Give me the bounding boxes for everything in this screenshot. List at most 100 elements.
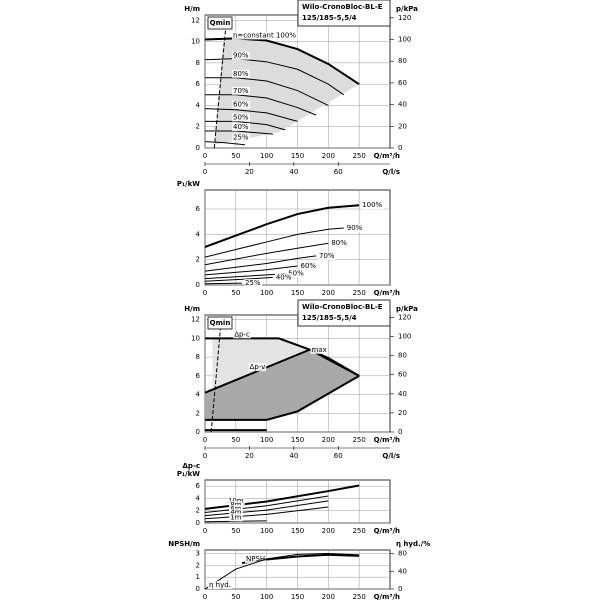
- curve: [205, 77, 329, 106]
- x-tick-label: 200: [322, 527, 335, 535]
- x-tick-label: 50: [231, 152, 240, 160]
- x-tick-label: 250: [352, 593, 365, 600]
- curve-label: 80%: [233, 70, 249, 78]
- curve: [205, 94, 317, 116]
- curve: [204, 282, 243, 285]
- y2-tick-label: 80: [398, 550, 407, 558]
- curve: [213, 25, 227, 149]
- x-tick-label: 150: [291, 152, 304, 160]
- x-axis-label: Q/m³/h: [374, 527, 400, 535]
- curve-label: 50%: [288, 270, 304, 278]
- curve-label: 70%: [233, 87, 249, 95]
- y2-tick-label: 80: [398, 57, 407, 65]
- label-bg: [232, 122, 250, 131]
- mode-label: Δp-c: [183, 462, 200, 470]
- x2-tick-label: 0: [203, 168, 207, 176]
- curve-label: n=constant 100%: [233, 31, 296, 39]
- curve-label: 50%: [233, 113, 249, 121]
- label-bg: [244, 279, 262, 288]
- x-tick-label: 50: [231, 593, 240, 600]
- label-bg: [287, 269, 306, 278]
- label-bg: [299, 262, 318, 270]
- y-tick-label: 1: [196, 573, 200, 581]
- y2-tick-label: 120: [398, 313, 411, 321]
- curve-label: 70%: [319, 252, 335, 260]
- curve: [204, 506, 329, 520]
- curve-label: 90%: [233, 52, 249, 60]
- label-bg: [318, 251, 336, 260]
- x2-tick-label: 0: [203, 452, 207, 460]
- label-bg: [330, 239, 349, 248]
- y-tick-label: 6: [196, 80, 201, 88]
- curve-label: Δp-c: [234, 330, 250, 338]
- curve: [204, 500, 329, 517]
- curve: [204, 141, 246, 146]
- curve-label: 1m: [230, 513, 241, 521]
- curve: [204, 204, 360, 248]
- y-tick-label: 0: [196, 281, 200, 289]
- label-bg: [345, 224, 364, 232]
- curve-label: 80%: [331, 239, 347, 247]
- curve-label: 40%: [233, 123, 249, 131]
- y-tick-label: 6: [196, 205, 201, 213]
- y-tick-label: 12: [191, 316, 200, 324]
- y-axis-label: H/m: [184, 305, 200, 313]
- y2-tick-label: 100: [398, 36, 411, 44]
- y2-tick-label: 80: [398, 352, 407, 360]
- label-bg: [232, 31, 298, 40]
- chart-subtitle: 125/185-5,5/4: [302, 14, 357, 22]
- y-tick-label: 8: [196, 59, 200, 67]
- y2-tick-label: 20: [398, 122, 407, 130]
- y-axis-label: P₁/kW: [177, 180, 200, 188]
- curve: [210, 328, 221, 433]
- y2-axis-label: p/kPa: [396, 5, 418, 13]
- x-axis-label: Q/m³/h: [374, 593, 400, 600]
- curve-label: max: [311, 346, 326, 354]
- y-tick-label: 2: [196, 256, 200, 264]
- y-tick-label: 4: [196, 230, 201, 238]
- x-tick-label: 100: [260, 436, 273, 444]
- curve-label: 40%: [276, 273, 292, 281]
- x-tick-label: 150: [291, 527, 304, 535]
- y2-tick-label: 20: [398, 409, 407, 417]
- label-bg: [232, 100, 250, 109]
- y-tick-label: 3: [196, 550, 200, 558]
- label-bg: [310, 345, 328, 354]
- x-tick-label: 100: [260, 593, 273, 600]
- x-tick-label: 0: [203, 289, 207, 297]
- x-tick-label: 200: [322, 289, 335, 297]
- y2-tick-label: 100: [398, 333, 411, 341]
- curve-label: 25%: [233, 134, 249, 142]
- y-tick-label: 10: [191, 334, 200, 342]
- y2-tick-label: 60: [398, 79, 407, 87]
- y-axis-label: P₁/kW: [177, 470, 200, 478]
- label-bg: [361, 201, 384, 210]
- y2-axis-label: p/kPa: [396, 305, 418, 313]
- x-axis-label: Q/m³/h: [374, 289, 400, 297]
- curve-label: 60%: [233, 101, 249, 109]
- x-tick-label: 100: [260, 289, 273, 297]
- label-bg: [245, 555, 267, 563]
- y-tick-label: 6: [196, 372, 201, 380]
- y-tick-label: 4: [196, 101, 201, 109]
- y-tick-label: 10: [191, 38, 200, 46]
- curve-label: η hyd.: [209, 581, 231, 589]
- y-tick-label: 0: [196, 585, 200, 593]
- curve: [204, 255, 317, 272]
- curve: [205, 120, 286, 131]
- x2-axis-label: Q/l/s: [382, 452, 400, 460]
- y-tick-label: 2: [196, 409, 200, 417]
- x-tick-label: 200: [322, 436, 335, 444]
- x-tick-label: 0: [203, 527, 207, 535]
- y-tick-label: 4: [196, 494, 201, 502]
- y2-tick-label: 40: [398, 390, 407, 398]
- curve: [204, 553, 360, 590]
- curve: [204, 276, 273, 282]
- y-tick-label: 4: [196, 391, 201, 399]
- x-tick-label: 50: [231, 527, 240, 535]
- label-bg: [232, 51, 250, 60]
- qmin-label: Qmin: [210, 319, 231, 327]
- y-tick-label: 8: [196, 353, 200, 361]
- curve: [204, 242, 329, 266]
- curve-label: 60%: [301, 262, 317, 270]
